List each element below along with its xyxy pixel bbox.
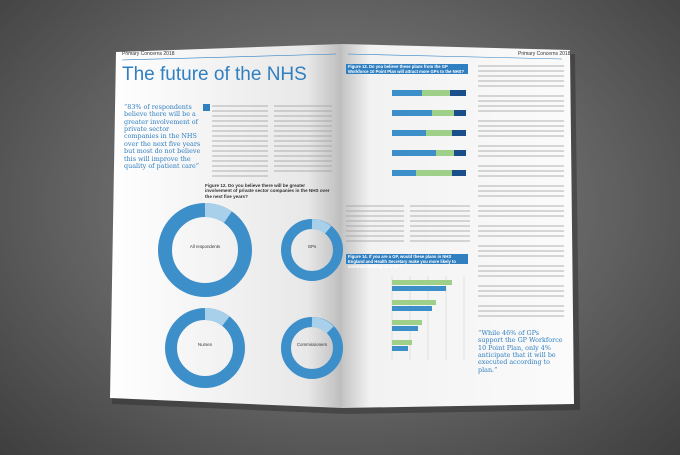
- running-header: Primary Concerns 2018: [122, 51, 175, 57]
- body-text-lines: [346, 65, 564, 317]
- figure-caption: Figure 14. If you are a GP, would these …: [348, 254, 456, 269]
- running-header: Primary Concerns 2018: [518, 51, 571, 57]
- figure-caption: Figure 13. Do you believe these plans fr…: [348, 64, 465, 74]
- donut-label: Commissioners: [296, 342, 328, 347]
- header-rule: [121, 53, 337, 61]
- donut-label: All respondents: [189, 244, 221, 249]
- bar-chart-14: [392, 280, 452, 351]
- figure-caption: Figure 12. Do you believe there will be …: [205, 183, 330, 199]
- pull-quote: “While 46% of GPs support the GP Workfor…: [478, 329, 563, 374]
- donut-label: GPs: [307, 244, 317, 249]
- bar-chart-13: [392, 90, 466, 176]
- donut-label: Nurses: [198, 342, 212, 347]
- arrow-icon: [203, 104, 210, 111]
- figure-header-bar: [346, 254, 468, 264]
- header-rule: [347, 53, 563, 60]
- body-text-lines: [212, 105, 332, 177]
- page-title: The future of the NHS: [122, 64, 307, 85]
- pull-quote: “83% of respondents believe there will b…: [124, 103, 201, 170]
- donut-charts: [158, 203, 343, 388]
- figure-header-bar: [346, 64, 468, 74]
- left-page: [110, 44, 342, 408]
